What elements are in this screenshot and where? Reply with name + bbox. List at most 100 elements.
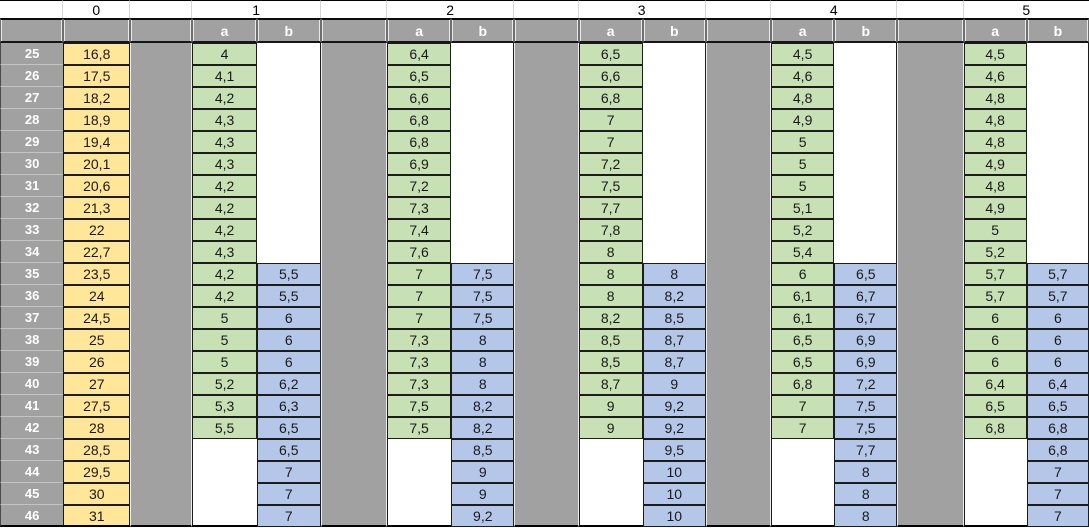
row-header[interactable]: 30	[0, 153, 64, 175]
g3-a-cell[interactable]: 9	[578, 417, 643, 439]
g5-b-cell[interactable]	[1026, 241, 1089, 263]
g4-a-cell[interactable]: 5	[771, 131, 835, 153]
g1-b-cell[interactable]	[256, 131, 321, 153]
g5-a-cell[interactable]: 5,7	[963, 285, 1027, 307]
g4-a-cell[interactable]: 7	[771, 395, 835, 417]
g5-b-cell[interactable]	[1026, 43, 1089, 65]
row-header[interactable]: 31	[0, 175, 64, 197]
g1-b-cell[interactable]: 6	[256, 307, 321, 329]
g4-b-cell[interactable]: 7,2	[834, 373, 898, 395]
g2-a-cell[interactable]: 7,4	[387, 219, 452, 241]
g3-b-cell[interactable]	[642, 197, 706, 219]
g2-a-cell[interactable]: 6,8	[387, 109, 452, 131]
g4-b-cell[interactable]: 8	[834, 461, 898, 483]
row-header[interactable]: 39	[0, 351, 64, 373]
g2-b-cell[interactable]	[451, 43, 515, 65]
g3-b-cell[interactable]: 8,5	[642, 307, 706, 329]
col0-cell[interactable]: 24,5	[63, 307, 131, 329]
g4-a-cell[interactable]: 5,4	[771, 241, 835, 263]
g1-b-cell[interactable]	[256, 65, 321, 87]
g1-b-cell[interactable]: 7	[256, 505, 321, 527]
g3-a-header[interactable]: a	[578, 18, 643, 43]
g2-b-cell[interactable]	[451, 175, 515, 197]
g1-a-cell[interactable]: 5,5	[192, 417, 257, 439]
g5-b-cell[interactable]	[1026, 65, 1089, 87]
g4-b-cell[interactable]: 7,7	[834, 439, 898, 461]
row-header[interactable]: 36	[0, 285, 64, 307]
row-header[interactable]: 38	[0, 329, 64, 351]
g1-a-cell[interactable]: 4,3	[192, 241, 257, 263]
g3-a-cell[interactable]: 7,5	[578, 175, 643, 197]
g1-a-cell[interactable]: 4	[192, 43, 257, 65]
g5-a-cell[interactable]: 6	[963, 329, 1027, 351]
g5-b-cell[interactable]	[1026, 175, 1089, 197]
col0-cell[interactable]: 31	[63, 505, 131, 527]
g2-a-cell[interactable]: 6,4	[387, 43, 452, 65]
g5-a-cell[interactable]: 6	[963, 307, 1027, 329]
g4-a-cell[interactable]	[771, 439, 835, 461]
g1-a-cell[interactable]	[192, 483, 257, 505]
g5-a-cell[interactable]: 6	[963, 351, 1027, 373]
g1-a-cell[interactable]: 4,2	[192, 175, 257, 197]
row-header[interactable]: 28	[0, 109, 64, 131]
g2-a-cell[interactable]: 7	[387, 263, 452, 285]
g2-b-cell[interactable]	[451, 197, 515, 219]
g3-b-cell[interactable]: 10	[642, 461, 706, 483]
row-header[interactable]: 29	[0, 131, 64, 153]
g2-a-cell[interactable]	[387, 439, 452, 461]
g3-b-cell[interactable]	[642, 175, 706, 197]
row-header[interactable]: 27	[0, 87, 64, 109]
col-label-1[interactable]: 1	[192, 0, 321, 18]
g1-b-cell[interactable]: 5,5	[256, 263, 321, 285]
g1-a-cell[interactable]: 5	[192, 307, 257, 329]
g4-a-cell[interactable]	[771, 505, 835, 527]
g4-b-cell[interactable]: 6,7	[834, 307, 898, 329]
row-header[interactable]: 45	[0, 483, 64, 505]
g4-b-cell[interactable]: 7,5	[834, 417, 898, 439]
row-header[interactable]: 33	[0, 219, 64, 241]
g2-a-cell[interactable]: 6,8	[387, 131, 452, 153]
g2-a-cell[interactable]	[387, 461, 452, 483]
g4-a-cell[interactable]: 4,6	[771, 65, 835, 87]
g5-b-cell[interactable]	[1026, 109, 1089, 131]
g3-a-cell[interactable]: 8	[578, 263, 643, 285]
col-label-2[interactable]: 2	[387, 0, 515, 18]
g5-b-cell[interactable]: 7	[1026, 505, 1089, 527]
g1-a-cell[interactable]: 5	[192, 329, 257, 351]
g3-a-cell[interactable]: 7	[578, 131, 643, 153]
g2-a-cell[interactable]: 6,5	[387, 65, 452, 87]
g5-a-cell[interactable]: 4,8	[963, 109, 1027, 131]
g5-a-cell[interactable]: 4,8	[963, 175, 1027, 197]
col0-cell[interactable]: 20,1	[63, 153, 131, 175]
col0-cell[interactable]: 22,7	[63, 241, 131, 263]
g4-b-cell[interactable]: 6,9	[834, 329, 898, 351]
g1-b-cell[interactable]	[256, 241, 321, 263]
g1-b-cell[interactable]: 7	[256, 483, 321, 505]
row-header[interactable]: 35	[0, 263, 64, 285]
g5-a-cell[interactable]: 6,5	[963, 395, 1027, 417]
g1-a-cell[interactable]: 5,2	[192, 373, 257, 395]
g1-a-cell[interactable]: 4,1	[192, 65, 257, 87]
g4-b-cell[interactable]	[834, 241, 898, 263]
row-header[interactable]: 40	[0, 373, 64, 395]
row-header[interactable]: 25	[0, 43, 64, 65]
g1-a-cell[interactable]	[192, 505, 257, 527]
g5-b-cell[interactable]: 7	[1026, 483, 1089, 505]
g1-a-cell[interactable]: 4,3	[192, 153, 257, 175]
g1-a-cell[interactable]: 4,2	[192, 263, 257, 285]
g3-b-cell[interactable]	[642, 109, 706, 131]
row-header[interactable]: 26	[0, 65, 64, 87]
g4-b-cell[interactable]: 8	[834, 483, 898, 505]
g4-b-cell[interactable]: 6,5	[834, 263, 898, 285]
g2-b-cell[interactable]: 9	[451, 461, 515, 483]
g4-b-cell[interactable]	[834, 87, 898, 109]
g5-b-cell[interactable]: 6	[1026, 307, 1089, 329]
g2-a-cell[interactable]: 6,9	[387, 153, 452, 175]
g1-b-cell[interactable]: 6,3	[256, 395, 321, 417]
col0-cell[interactable]: 22	[63, 219, 131, 241]
g2-b-cell[interactable]: 8,2	[451, 417, 515, 439]
g2-a-cell[interactable]: 7,3	[387, 197, 452, 219]
g2-b-cell[interactable]: 8	[451, 351, 515, 373]
col0-cell[interactable]: 29,5	[63, 461, 131, 483]
g5-b-cell[interactable]	[1026, 219, 1089, 241]
